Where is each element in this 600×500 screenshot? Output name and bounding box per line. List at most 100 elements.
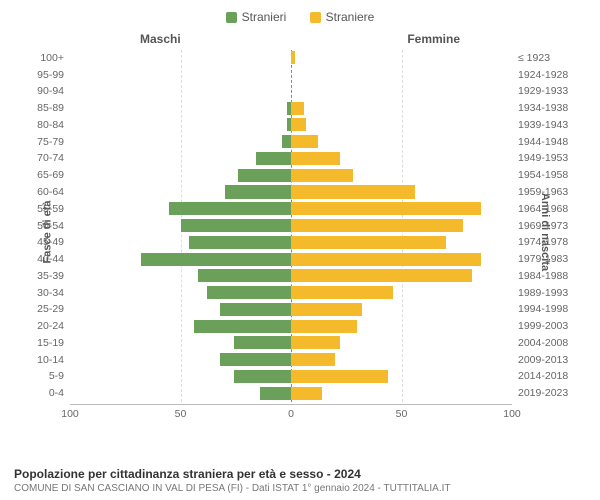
legend-swatch-female (310, 12, 321, 23)
footer-sub: COMUNE DI SAN CASCIANO IN VAL DI PESA (F… (14, 483, 586, 494)
bar-zone (70, 267, 512, 284)
bar-zone (70, 150, 512, 167)
bar-male (189, 236, 291, 249)
bar-female (291, 118, 306, 131)
plot-area: 100+≤ 192395-991924-192890-941929-193385… (70, 50, 512, 402)
bar-zone (70, 66, 512, 83)
bar-female (291, 320, 357, 333)
birth-label: 2014-2018 (512, 370, 580, 382)
birth-label: 1969-1973 (512, 220, 580, 232)
age-label: 25-29 (20, 303, 70, 315)
birth-label: 2019-2023 (512, 387, 580, 399)
bar-male (260, 387, 291, 400)
age-label: 30-34 (20, 287, 70, 299)
bar-zone (70, 385, 512, 402)
bar-male (181, 219, 292, 232)
birth-label: 2009-2013 (512, 354, 580, 366)
age-label: 70-74 (20, 152, 70, 164)
age-label: 90-94 (20, 85, 70, 97)
age-row: 60-641959-1963 (70, 184, 512, 201)
age-row: 0-42019-2023 (70, 385, 512, 402)
legend-label-male: Stranieri (242, 10, 287, 24)
bar-male (220, 303, 291, 316)
bar-zone (70, 301, 512, 318)
age-row: 95-991924-1928 (70, 66, 512, 83)
age-label: 100+ (20, 52, 70, 64)
birth-label: 1934-1938 (512, 102, 580, 114)
bar-male (194, 320, 291, 333)
birth-label: 1999-2003 (512, 320, 580, 332)
bar-female (291, 370, 388, 383)
bar-male (282, 135, 291, 148)
age-label: 45-49 (20, 236, 70, 248)
bar-male (225, 185, 291, 198)
bar-female (291, 152, 340, 165)
bar-female (291, 236, 446, 249)
age-row: 20-241999-2003 (70, 318, 512, 335)
bar-female (291, 185, 415, 198)
bar-female (291, 253, 481, 266)
legend: Stranieri Straniere (0, 10, 600, 26)
x-tick: 50 (396, 405, 408, 420)
x-tick: 100 (503, 405, 521, 420)
x-tick: 50 (175, 405, 187, 420)
column-title-male: Maschi (140, 32, 181, 46)
bar-male (169, 202, 291, 215)
age-row: 80-841939-1943 (70, 117, 512, 134)
bar-zone (70, 83, 512, 100)
age-label: 35-39 (20, 270, 70, 282)
age-row: 35-391984-1988 (70, 267, 512, 284)
age-row: 15-192004-2008 (70, 335, 512, 352)
age-label: 5-9 (20, 370, 70, 382)
column-title-female: Femmine (407, 32, 460, 46)
x-tick: 100 (61, 405, 79, 420)
birth-label: 1979-1983 (512, 253, 580, 265)
legend-item-female: Straniere (310, 10, 375, 24)
bar-zone (70, 100, 512, 117)
bar-female (291, 102, 304, 115)
birth-label: 1974-1978 (512, 236, 580, 248)
x-axis: 10050050100 (70, 404, 512, 420)
bar-male (141, 253, 291, 266)
footer-title: Popolazione per cittadinanza straniera p… (14, 467, 586, 481)
age-label: 65-69 (20, 169, 70, 181)
chart-footer: Popolazione per cittadinanza straniera p… (14, 467, 586, 494)
age-row: 40-441979-1983 (70, 251, 512, 268)
age-row: 45-491974-1978 (70, 234, 512, 251)
bar-female (291, 286, 393, 299)
age-label: 60-64 (20, 186, 70, 198)
bar-zone (70, 200, 512, 217)
bar-zone (70, 167, 512, 184)
bar-zone (70, 318, 512, 335)
age-row: 55-591964-1968 (70, 200, 512, 217)
bar-female (291, 135, 318, 148)
birth-label: 1949-1953 (512, 152, 580, 164)
bar-male (198, 269, 291, 282)
bar-zone (70, 234, 512, 251)
bar-zone (70, 217, 512, 234)
birth-label: 1944-1948 (512, 136, 580, 148)
age-label: 40-44 (20, 253, 70, 265)
bar-zone (70, 251, 512, 268)
age-label: 10-14 (20, 354, 70, 366)
age-label: 15-19 (20, 337, 70, 349)
birth-label: 1959-1963 (512, 186, 580, 198)
age-label: 20-24 (20, 320, 70, 332)
bar-female (291, 336, 340, 349)
legend-item-male: Stranieri (226, 10, 287, 24)
age-label: 80-84 (20, 119, 70, 131)
age-row: 10-142009-2013 (70, 351, 512, 368)
age-label: 75-79 (20, 136, 70, 148)
legend-label-female: Straniere (326, 10, 375, 24)
x-tick: 0 (288, 405, 294, 420)
bar-zone (70, 284, 512, 301)
age-label: 50-54 (20, 220, 70, 232)
bar-male (234, 370, 291, 383)
chart-container: Stranieri Straniere Maschi Femmine Fasce… (0, 0, 600, 500)
birth-label: 1989-1993 (512, 287, 580, 299)
birth-label: 1939-1943 (512, 119, 580, 131)
age-row: 50-541969-1973 (70, 217, 512, 234)
bar-female (291, 269, 472, 282)
age-label: 0-4 (20, 387, 70, 399)
bar-female (291, 219, 463, 232)
